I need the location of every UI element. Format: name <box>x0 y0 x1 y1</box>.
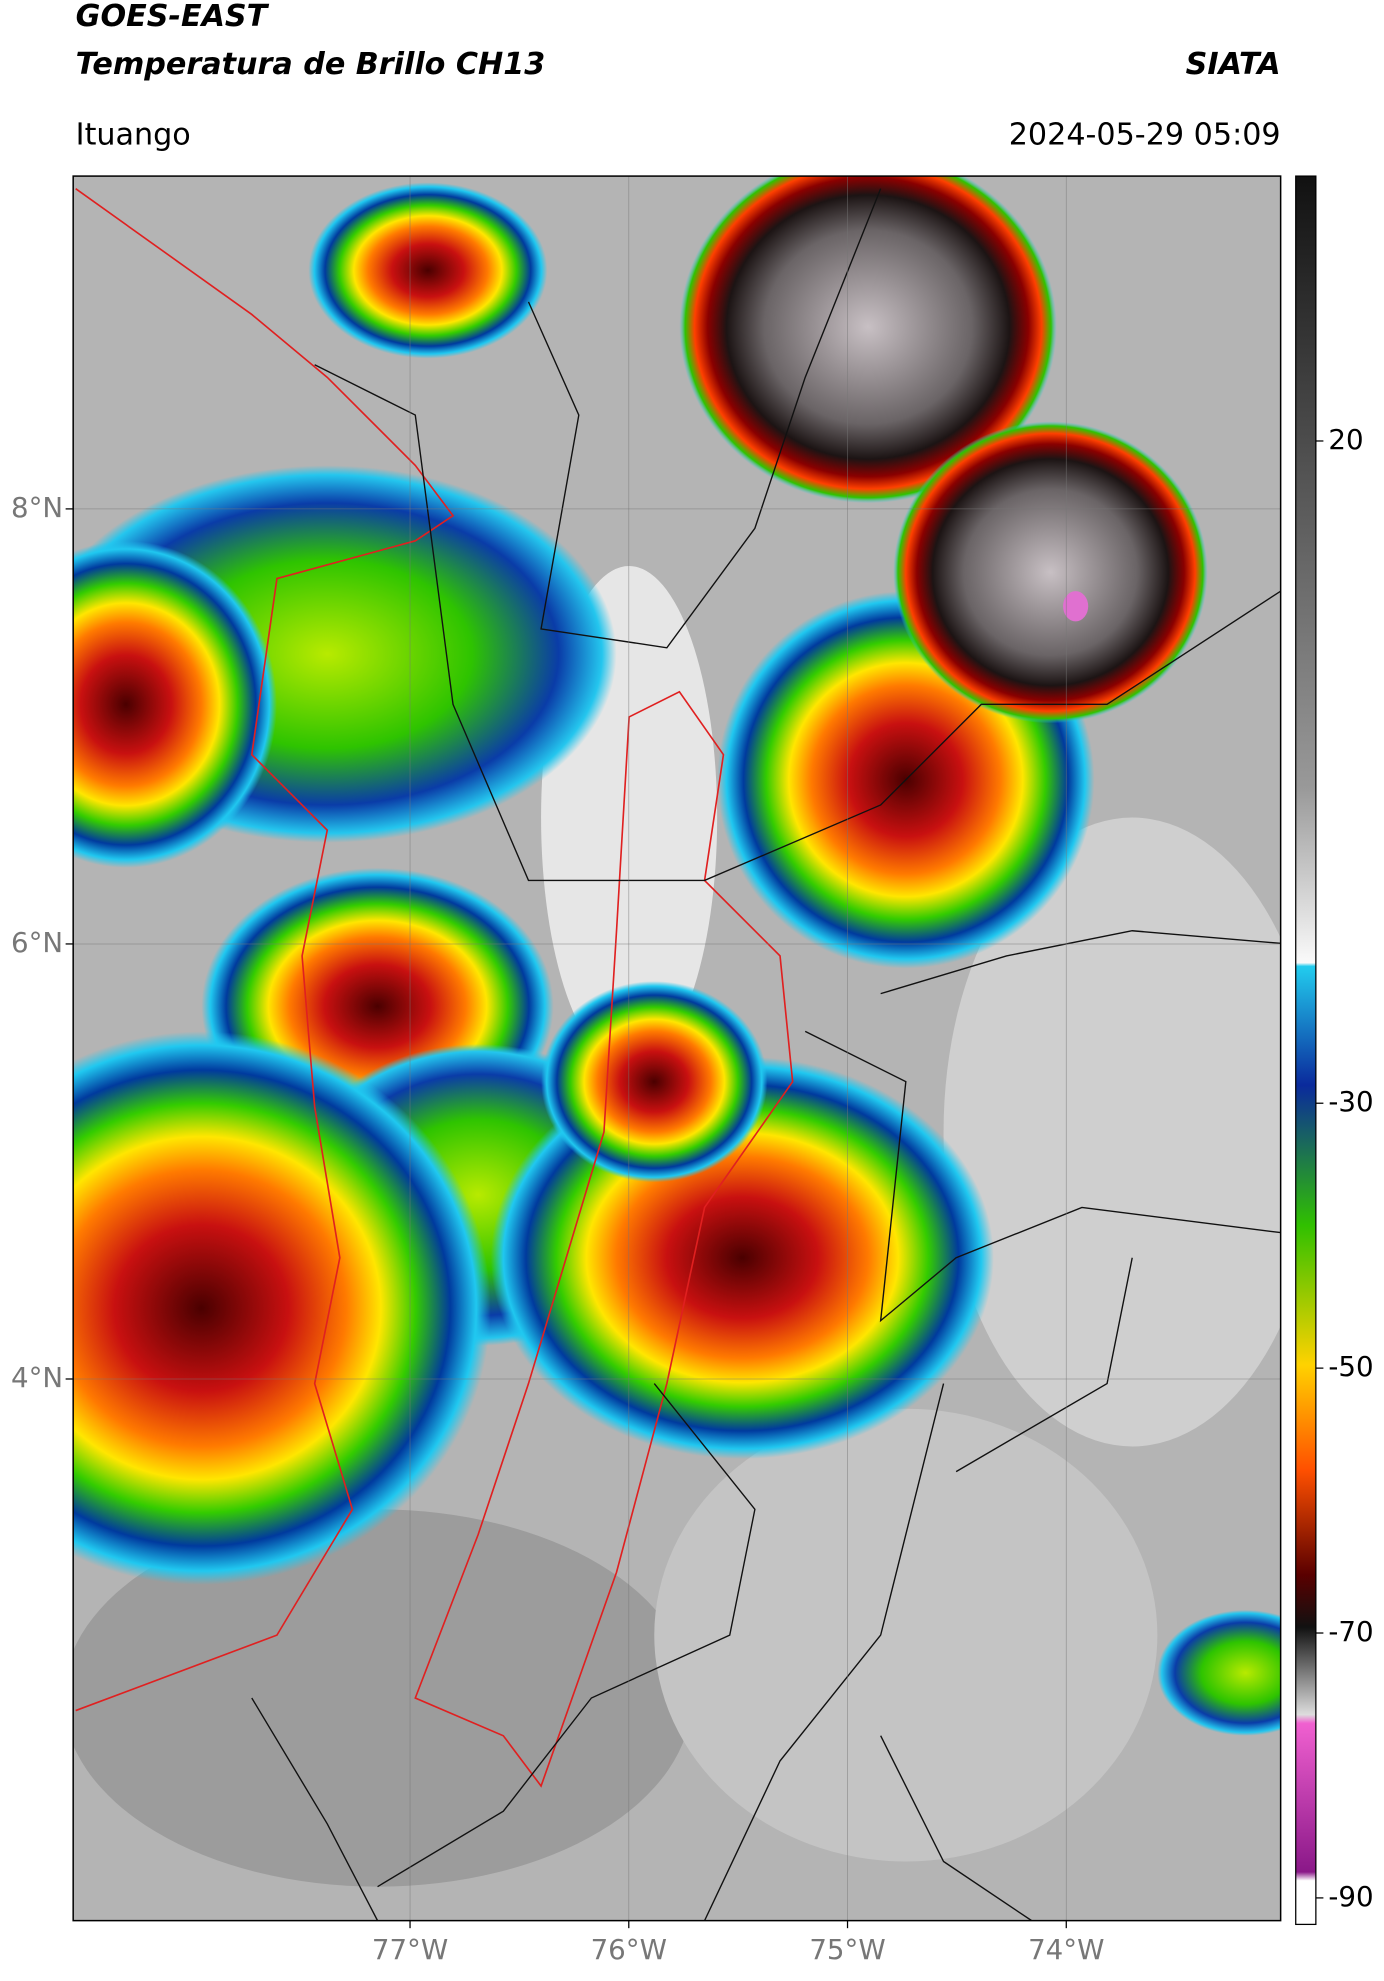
colorbar <box>1295 175 1317 1926</box>
title: GOES-EAST <box>76 0 270 34</box>
y-tick-label: 8°N <box>11 491 63 524</box>
colorbar-tick-label: -50 <box>1328 1350 1373 1383</box>
colorbar-tick-label: -90 <box>1328 1880 1373 1913</box>
colorbar-tick-label: -70 <box>1328 1615 1373 1648</box>
x-tick-label: 76°W <box>591 1933 667 1966</box>
colorbar-tick-label: -30 <box>1328 1085 1373 1118</box>
x-tick-label: 77°W <box>372 1933 448 1966</box>
datetime: 2024-05-29 05:09 <box>1009 117 1281 152</box>
x-tick-label: 74°W <box>1028 1933 1104 1966</box>
location: Ituango <box>76 117 191 152</box>
x-tick-label: 75°W <box>809 1933 885 1966</box>
y-tick-label: 4°N <box>11 1361 63 1394</box>
organization: SIATA <box>1186 47 1281 82</box>
subtitle: Temperatura de Brillo CH13 <box>76 47 546 82</box>
map-frame <box>72 175 1282 1922</box>
colorbar-tick-label: 20 <box>1328 423 1363 456</box>
satellite-image <box>73 176 1281 1921</box>
y-tick-label: 6°N <box>11 926 63 959</box>
